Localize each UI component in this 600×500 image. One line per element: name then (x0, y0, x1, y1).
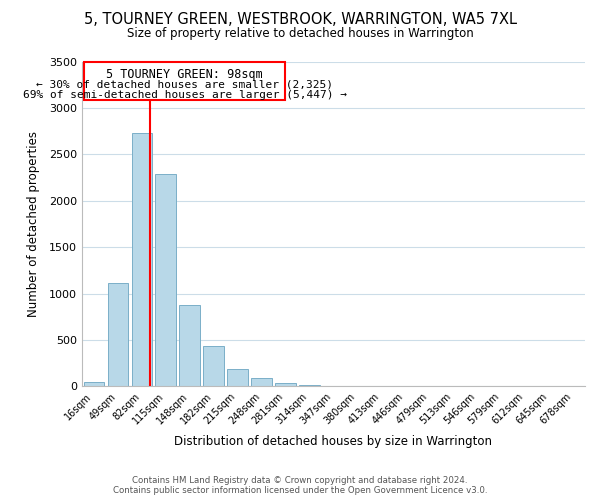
FancyBboxPatch shape (84, 62, 286, 100)
Text: 5 TOURNEY GREEN: 98sqm: 5 TOURNEY GREEN: 98sqm (106, 68, 263, 82)
Text: 5, TOURNEY GREEN, WESTBROOK, WARRINGTON, WA5 7XL: 5, TOURNEY GREEN, WESTBROOK, WARRINGTON,… (83, 12, 517, 28)
Bar (83, 382, 104, 386)
Bar (179, 304, 200, 386)
Bar (203, 346, 224, 387)
X-axis label: Distribution of detached houses by size in Warrington: Distribution of detached houses by size … (175, 434, 493, 448)
Text: ← 30% of detached houses are smaller (2,325): ← 30% of detached houses are smaller (2,… (37, 80, 334, 90)
Bar (251, 378, 272, 386)
Text: Size of property relative to detached houses in Warrington: Size of property relative to detached ho… (127, 28, 473, 40)
Bar (275, 383, 296, 386)
Text: Contains HM Land Registry data © Crown copyright and database right 2024.
Contai: Contains HM Land Registry data © Crown c… (113, 476, 487, 495)
Bar (131, 133, 152, 386)
Text: 69% of semi-detached houses are larger (5,447) →: 69% of semi-detached houses are larger (… (23, 90, 347, 100)
Y-axis label: Number of detached properties: Number of detached properties (28, 131, 40, 317)
Bar (155, 174, 176, 386)
Bar (227, 369, 248, 386)
Bar (107, 284, 128, 387)
